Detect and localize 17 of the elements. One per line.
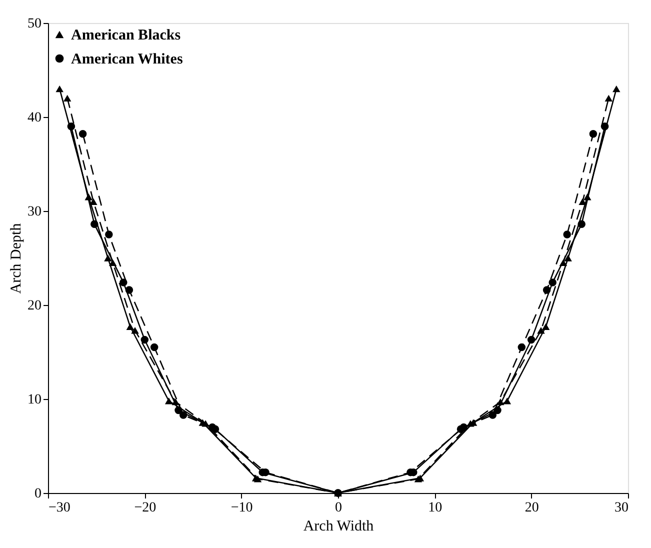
x-axis-title: Arch Width: [303, 518, 374, 534]
x-tick-label: −10: [230, 500, 253, 516]
x-tick-label: −30: [48, 500, 70, 516]
legend-label: American Whites: [71, 52, 183, 68]
y-tick-label: 10: [28, 392, 42, 408]
x-tick-label: −20: [134, 500, 156, 516]
legend-label: American Blacks: [71, 28, 181, 44]
x-tick-label: 30: [614, 500, 628, 516]
y-tick-label: 20: [28, 298, 42, 314]
x-tick-label: 20: [524, 500, 539, 516]
y-tick-label: 40: [28, 110, 42, 126]
y-tick-label: 0: [34, 486, 42, 502]
y-tick-label: 30: [28, 204, 42, 220]
x-tick-label: 10: [428, 500, 442, 516]
y-tick-label: 50: [28, 16, 42, 32]
y-axis-title: Arch Depth: [8, 222, 24, 294]
x-tick-label: 0: [335, 500, 342, 516]
